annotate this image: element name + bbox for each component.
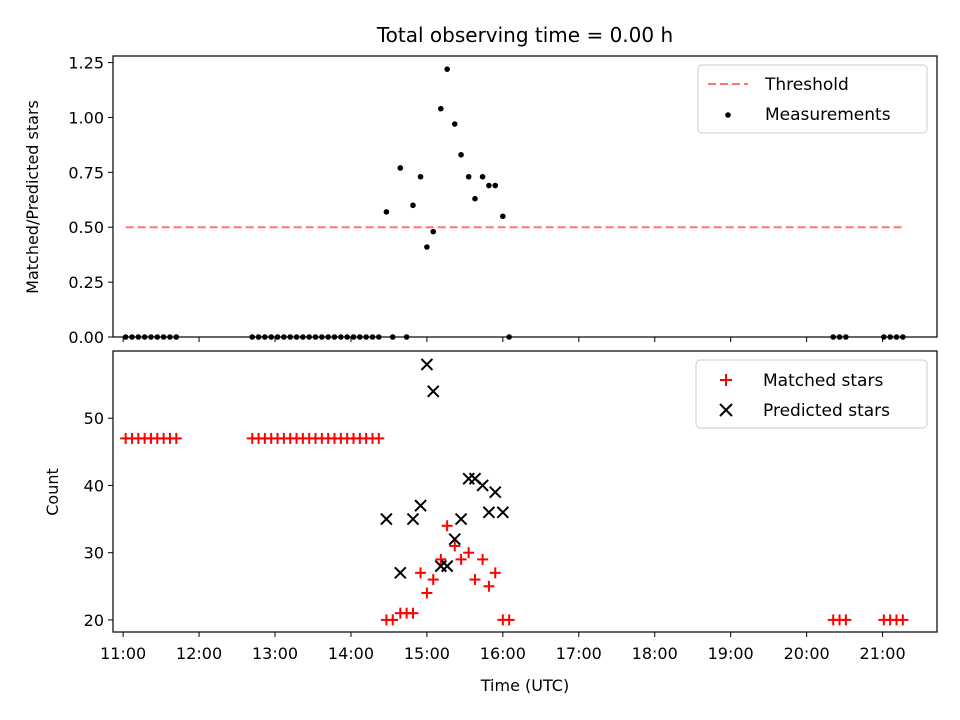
- ratio-y-tick-label: 0.75: [68, 163, 104, 182]
- x-tick-label: 15:00: [404, 644, 450, 663]
- predicted-point: [482, 506, 496, 519]
- matched-legend-label: Matched stars: [763, 371, 883, 391]
- matched-point: [469, 574, 481, 586]
- predicted-point: [406, 512, 420, 526]
- predicted-point: [454, 512, 468, 526]
- count-legend-box: [695, 359, 928, 429]
- x-tick-label: 17:00: [556, 644, 602, 663]
- chart-title: Total observing time = 0.00 h: [376, 23, 673, 47]
- matched-point: [483, 580, 495, 592]
- measurement-point: [472, 195, 478, 202]
- x-tick-label: 12:00: [176, 644, 222, 663]
- predicted-point: [496, 506, 510, 519]
- matched-point: [435, 553, 447, 565]
- count-y-tick-label: 20: [84, 611, 104, 630]
- predicted-legend-label: Predicted stars: [763, 401, 890, 421]
- measurements-legend-label: Measurements: [765, 105, 891, 125]
- predicted-point: [448, 533, 461, 546]
- x-axis-label: Time (UTC): [480, 676, 569, 695]
- measurement-point: [424, 244, 430, 250]
- matched-point: [463, 547, 475, 559]
- measurement-point: [438, 105, 444, 112]
- matched-point: [387, 614, 399, 626]
- matched-point: [503, 614, 515, 626]
- ratio-plot-frame: [112, 55, 938, 338]
- measurement-point: [492, 182, 499, 189]
- measurement-point: [465, 173, 472, 180]
- predicted-point: [394, 566, 407, 580]
- measurement-point: [417, 173, 424, 180]
- count-plot: 11:00 12:00 13:00 14:00 15:00 16:00 17:00 18:00…: [84, 358, 909, 663]
- count-legend: Matched stars Predicted stars: [695, 359, 928, 429]
- matched-point: [477, 553, 489, 565]
- ratio-y-tick-label: 0.00: [68, 328, 104, 347]
- matched-point: [441, 520, 453, 532]
- predicted-point: [420, 358, 434, 371]
- matched-point: [427, 574, 439, 586]
- matched-point: [897, 614, 909, 626]
- measurement-point: [486, 182, 492, 189]
- ratio-y-tick-label: 0.25: [68, 273, 104, 292]
- x-tick-label: 21:00: [860, 644, 906, 663]
- measurement-point: [479, 173, 486, 180]
- predicted-point: [427, 385, 440, 398]
- x-tick-label: 20:00: [784, 644, 830, 663]
- measurement-point: [444, 66, 450, 72]
- matched-point: [489, 567, 501, 579]
- ratio-y-tick-label: 0.50: [68, 218, 104, 237]
- x-tick-label: 11:00: [100, 644, 146, 663]
- measurement-point: [397, 165, 404, 171]
- predicted-legend-swatch: [719, 403, 733, 417]
- ratio-plot: 0.00 0.25 0.50 0.75 1.00 1.25: [68, 54, 906, 347]
- measurement-point: [451, 121, 458, 127]
- matched-point: [455, 553, 467, 565]
- matched-point: [840, 614, 852, 626]
- ratio-legend: Threshold Measurements: [697, 64, 928, 134]
- count-y-tick-label: 40: [84, 476, 104, 495]
- matched-point: [170, 432, 182, 444]
- ratio-legend-box: [697, 64, 928, 134]
- predicted-point: [440, 559, 454, 573]
- count-y-tick-label: 30: [84, 544, 104, 563]
- count-y-axis-label: Count: [43, 468, 62, 516]
- predicted-point: [414, 499, 427, 512]
- count-plot-frame: [112, 350, 938, 633]
- predicted-point: [380, 512, 393, 526]
- matched-point: [421, 587, 433, 599]
- matched-point: [407, 607, 419, 619]
- x-tick-label: 16:00: [480, 644, 526, 663]
- threshold-legend-label: Threshold: [764, 75, 849, 95]
- ratio-y-tick-label: 1.00: [68, 108, 104, 127]
- measurement-point: [410, 202, 416, 209]
- x-tick-label: 14:00: [328, 644, 374, 663]
- count-y-tick-label: 50: [84, 409, 104, 428]
- predicted-point: [476, 479, 489, 492]
- matched-point: [415, 567, 427, 579]
- ratio-y-tick-label: 1.25: [68, 54, 104, 73]
- x-tick-label: 18:00: [632, 644, 678, 663]
- measurement-point: [458, 151, 464, 158]
- matched-point: [449, 540, 461, 552]
- measurement-point: [500, 213, 506, 220]
- predicted-point: [489, 485, 502, 499]
- matched-point: [373, 432, 385, 444]
- x-tick-label: 19:00: [708, 644, 754, 663]
- x-tick-label: 13:00: [252, 644, 298, 663]
- matched-legend-swatch: [720, 374, 732, 386]
- measurements-legend-swatch: [725, 112, 731, 118]
- ratio-y-axis-label: Matched/Predicted stars: [23, 100, 42, 294]
- measurement-point: [430, 228, 437, 235]
- measurement-point: [383, 209, 390, 215]
